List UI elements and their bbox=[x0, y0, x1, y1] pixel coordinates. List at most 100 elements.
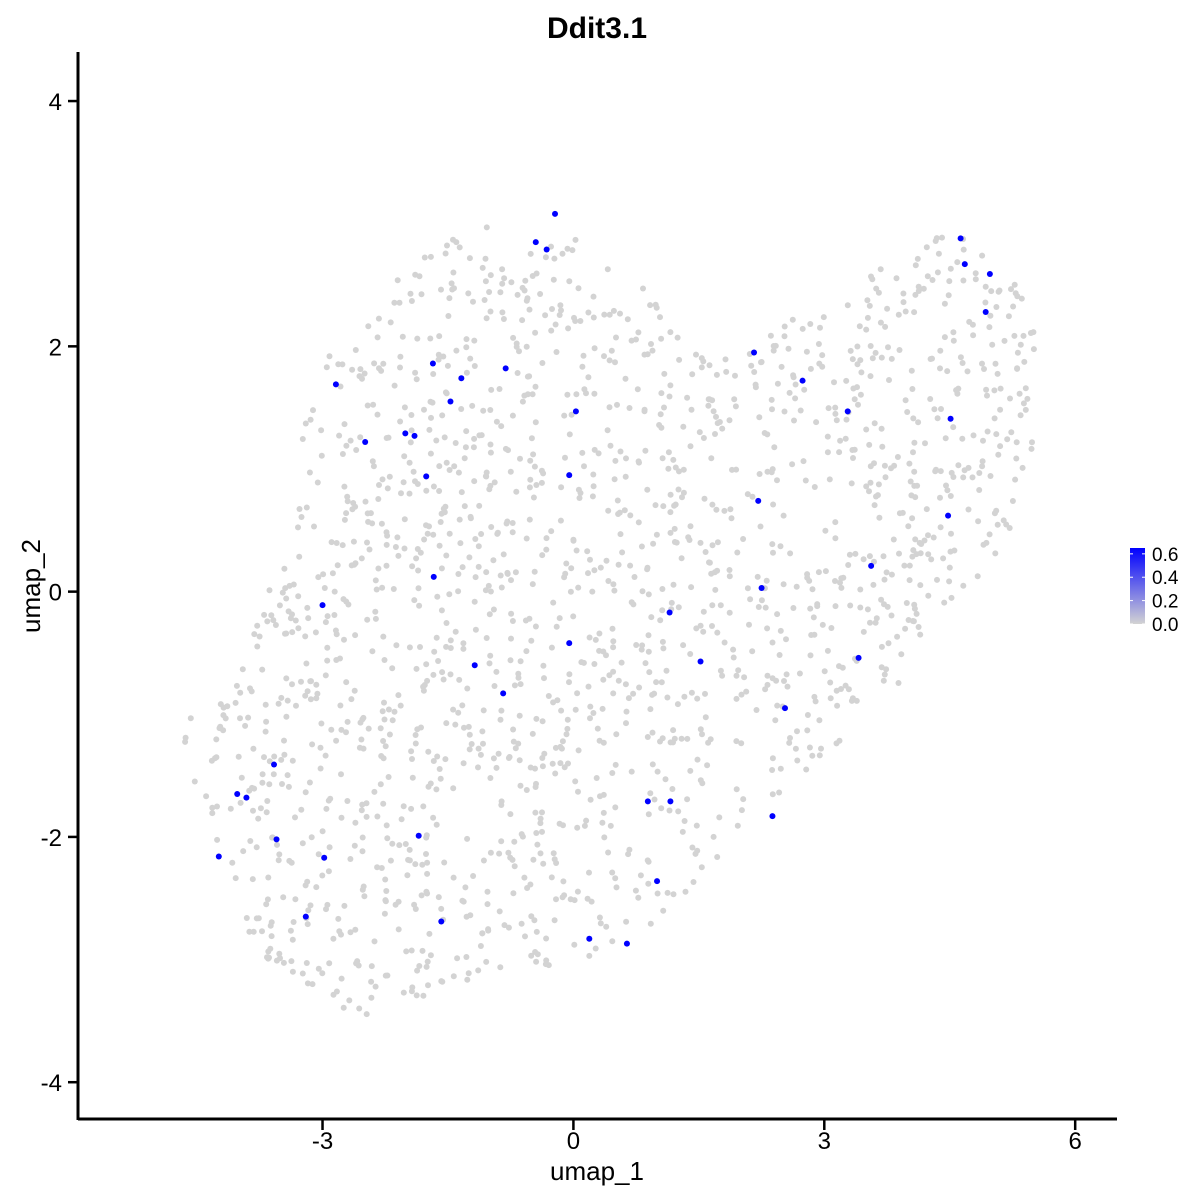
background-cell-point bbox=[337, 702, 344, 709]
background-cell-point bbox=[675, 486, 682, 493]
background-cell-point bbox=[371, 360, 378, 367]
expressing-cell-point bbox=[362, 439, 369, 446]
background-cell-point bbox=[642, 660, 649, 667]
x-axis-ticks: -3 0 3 6 bbox=[312, 1120, 1082, 1155]
background-cell-point bbox=[657, 314, 663, 321]
background-cell-point bbox=[213, 754, 220, 761]
background-cell-point bbox=[266, 758, 273, 765]
background-cell-point bbox=[483, 315, 490, 322]
background-cell-point bbox=[509, 618, 516, 624]
background-cell-point bbox=[493, 418, 500, 425]
background-cell-point bbox=[323, 805, 330, 812]
expressing-cell-point bbox=[215, 853, 222, 860]
background-cell-point bbox=[409, 984, 416, 991]
background-cell-point bbox=[807, 365, 814, 372]
background-cell-point bbox=[586, 634, 593, 641]
background-cell-point bbox=[600, 791, 607, 798]
background-cell-point bbox=[882, 323, 889, 330]
background-cell-point bbox=[470, 298, 476, 305]
background-cell-point bbox=[541, 675, 547, 682]
background-cell-point bbox=[406, 459, 413, 466]
background-cell-point bbox=[412, 369, 419, 376]
background-cell-point bbox=[816, 360, 823, 367]
background-cell-point bbox=[806, 744, 813, 751]
background-cell-point bbox=[906, 577, 913, 584]
background-cell-point bbox=[946, 564, 953, 571]
background-cell-point bbox=[250, 928, 257, 935]
background-cell-point bbox=[551, 917, 558, 924]
background-cell-point bbox=[885, 344, 891, 351]
background-cell-point bbox=[552, 770, 559, 777]
background-cell-point bbox=[483, 958, 490, 965]
background-cell-point bbox=[996, 287, 1003, 294]
background-cell-point bbox=[590, 314, 597, 321]
background-cell-point bbox=[461, 503, 468, 510]
background-cell-point bbox=[609, 770, 616, 776]
background-cell-point bbox=[895, 680, 902, 686]
background-cell-point bbox=[361, 370, 368, 377]
background-cell-point bbox=[1010, 303, 1017, 310]
legend-ticks: 0.60.40.20.0 bbox=[1130, 545, 1179, 636]
background-cell-point bbox=[832, 404, 839, 411]
background-cell-point bbox=[744, 491, 751, 498]
background-cell-point bbox=[438, 905, 445, 912]
background-cell-point bbox=[621, 507, 628, 514]
background-cell-point bbox=[902, 625, 909, 632]
background-cell-point bbox=[1014, 365, 1021, 372]
background-cell-point bbox=[911, 309, 918, 316]
background-cell-point bbox=[363, 1011, 370, 1018]
background-cell-point bbox=[710, 833, 717, 840]
background-cell-point bbox=[714, 539, 721, 546]
background-cell-point bbox=[857, 604, 864, 611]
background-cell-point bbox=[247, 838, 254, 844]
background-cell-point bbox=[1030, 346, 1037, 353]
background-cell-point bbox=[524, 373, 531, 380]
background-cell-point bbox=[850, 455, 856, 461]
background-cell-point bbox=[816, 717, 823, 724]
background-cell-point bbox=[532, 383, 539, 390]
background-cell-point bbox=[713, 413, 719, 420]
background-cell-point bbox=[905, 523, 912, 530]
background-cell-point bbox=[943, 482, 949, 489]
background-cell-point bbox=[947, 265, 954, 272]
background-cell-point bbox=[851, 396, 858, 403]
background-cell-point bbox=[910, 415, 917, 422]
background-cell-point bbox=[302, 789, 309, 796]
background-cell-point bbox=[542, 254, 549, 261]
background-cell-point bbox=[909, 553, 916, 560]
background-cell-point bbox=[466, 746, 473, 753]
background-cell-point bbox=[758, 359, 764, 366]
background-cell-point bbox=[377, 781, 384, 788]
background-cell-point bbox=[341, 421, 348, 428]
background-cell-point bbox=[849, 447, 856, 453]
background-cell-point bbox=[454, 955, 461, 962]
background-cell-point bbox=[565, 760, 571, 767]
background-cell-point bbox=[617, 448, 624, 455]
background-cell-point bbox=[528, 435, 535, 442]
background-cell-point bbox=[664, 694, 671, 701]
background-cell-point bbox=[295, 625, 302, 632]
background-cell-point bbox=[635, 458, 642, 465]
background-cell-point bbox=[906, 460, 913, 467]
background-cell-point bbox=[843, 416, 850, 423]
background-cell-point bbox=[369, 648, 376, 655]
background-cell-point bbox=[574, 888, 581, 895]
background-cell-point bbox=[505, 447, 511, 454]
expressing-cell-point bbox=[500, 690, 507, 697]
background-cell-point bbox=[899, 509, 906, 516]
background-cell-point bbox=[906, 562, 913, 569]
background-cell-point bbox=[480, 857, 487, 864]
background-cell-point bbox=[404, 872, 411, 879]
background-cell-point bbox=[380, 633, 387, 640]
background-cell-point bbox=[550, 276, 557, 283]
background-cell-point bbox=[820, 314, 827, 321]
background-cell-point bbox=[769, 639, 776, 646]
background-cell-point bbox=[483, 469, 490, 476]
expressing-cell-point bbox=[844, 408, 851, 415]
background-cell-point bbox=[543, 957, 550, 964]
background-cell-point bbox=[325, 797, 332, 804]
background-cell-point bbox=[497, 572, 504, 579]
background-cell-point bbox=[574, 690, 581, 697]
background-cell-point bbox=[811, 484, 818, 490]
background-cell-point bbox=[687, 523, 694, 530]
